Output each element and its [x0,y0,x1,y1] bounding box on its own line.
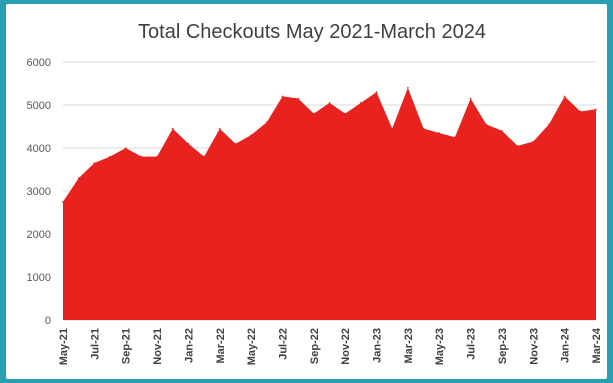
x-tick-label: Nov-21 [152,328,164,365]
data-point-Jul-23 [469,97,472,100]
area-series [62,87,597,320]
data-point-Aug-23 [485,123,488,126]
data-point-May-23 [438,132,441,134]
y-tick-label: 4000 [27,143,51,155]
data-point-Jun-23 [454,136,456,139]
x-tick-label: May-22 [246,328,258,365]
chart-panel: Total Checkouts May 2021-March 2024 0 100… [6,4,607,379]
data-point-Sep-23 [501,130,503,132]
y-tick-label: 5000 [27,100,51,112]
data-point-Nov-22 [344,112,346,115]
x-tick-label: Jan-24 [560,327,572,363]
data-point-Apr-23 [422,127,425,130]
data-point-Jul-22 [281,95,284,98]
data-point-Oct-21 [140,155,143,158]
data-point-Dec-21 [171,127,174,130]
data-point-Nov-21 [156,155,158,158]
data-point-Jan-23 [375,91,378,93]
data-point-Aug-21 [109,155,111,158]
data-point-Dec-23 [548,123,550,126]
data-point-Jan-22 [187,142,190,145]
data-point-Jun-21 [77,177,80,179]
data-point-May-21 [62,200,64,203]
data-point-Oct-22 [328,102,331,104]
data-point-Nov-23 [532,140,535,143]
data-point-Feb-24 [579,110,582,113]
x-tick-label: Jan-22 [183,328,195,363]
data-point-Feb-22 [203,155,205,158]
data-point-Apr-22 [234,142,237,145]
area-chart: Total Checkouts May 2021-March 2024 0 100… [27,21,603,365]
y-tick-label: 1000 [27,272,51,284]
x-tick-label: Nov-22 [340,328,352,365]
data-point-May-22 [250,134,252,136]
y-tick-label: 6000 [27,57,51,69]
x-tick-label: Jul-22 [277,328,289,360]
x-tick-label: Jul-23 [466,328,478,360]
data-point-Jun-22 [265,121,268,123]
data-point-Sep-22 [313,112,315,115]
x-axis-ticks: May-21 Jul-21 Sep-21 Nov-21 Jan-22 Mar-22 May-… [58,327,603,365]
data-point-Mar-22 [218,127,221,130]
x-tick-label: May-23 [434,328,446,365]
x-tick-label: Mar-24 [591,327,603,363]
data-point-Jul-21 [93,162,96,164]
data-point-Oct-23 [516,145,519,147]
x-tick-label: Jan-23 [372,328,384,363]
x-tick-label: Nov-23 [528,328,540,365]
y-tick-label: 2000 [27,229,51,241]
data-point-Mar-23 [407,87,409,89]
data-point-Mar-24 [595,108,597,111]
data-point-Dec-22 [360,102,362,104]
x-tick-label: Jul-21 [89,328,101,360]
y-tick-label: 0 [45,315,51,327]
x-tick-label: Sep-21 [121,328,133,364]
x-tick-label: May-21 [58,328,70,365]
area-series-fill [63,87,596,320]
x-tick-label: Sep-23 [497,328,509,364]
data-point-Jan-24 [563,95,566,98]
x-tick-label: Mar-22 [215,328,227,363]
data-point-Sep-21 [124,147,127,149]
y-axis-ticks: 0 1000 2000 3000 4000 5000 6000 [27,57,51,327]
chart-title: Total Checkouts May 2021-March 2024 [138,21,486,43]
data-point-Aug-22 [297,97,299,100]
x-tick-label: Mar-23 [403,328,415,363]
data-point-Feb-23 [391,127,394,130]
y-tick-label: 3000 [27,186,51,198]
x-tick-label: Sep-22 [309,328,321,364]
